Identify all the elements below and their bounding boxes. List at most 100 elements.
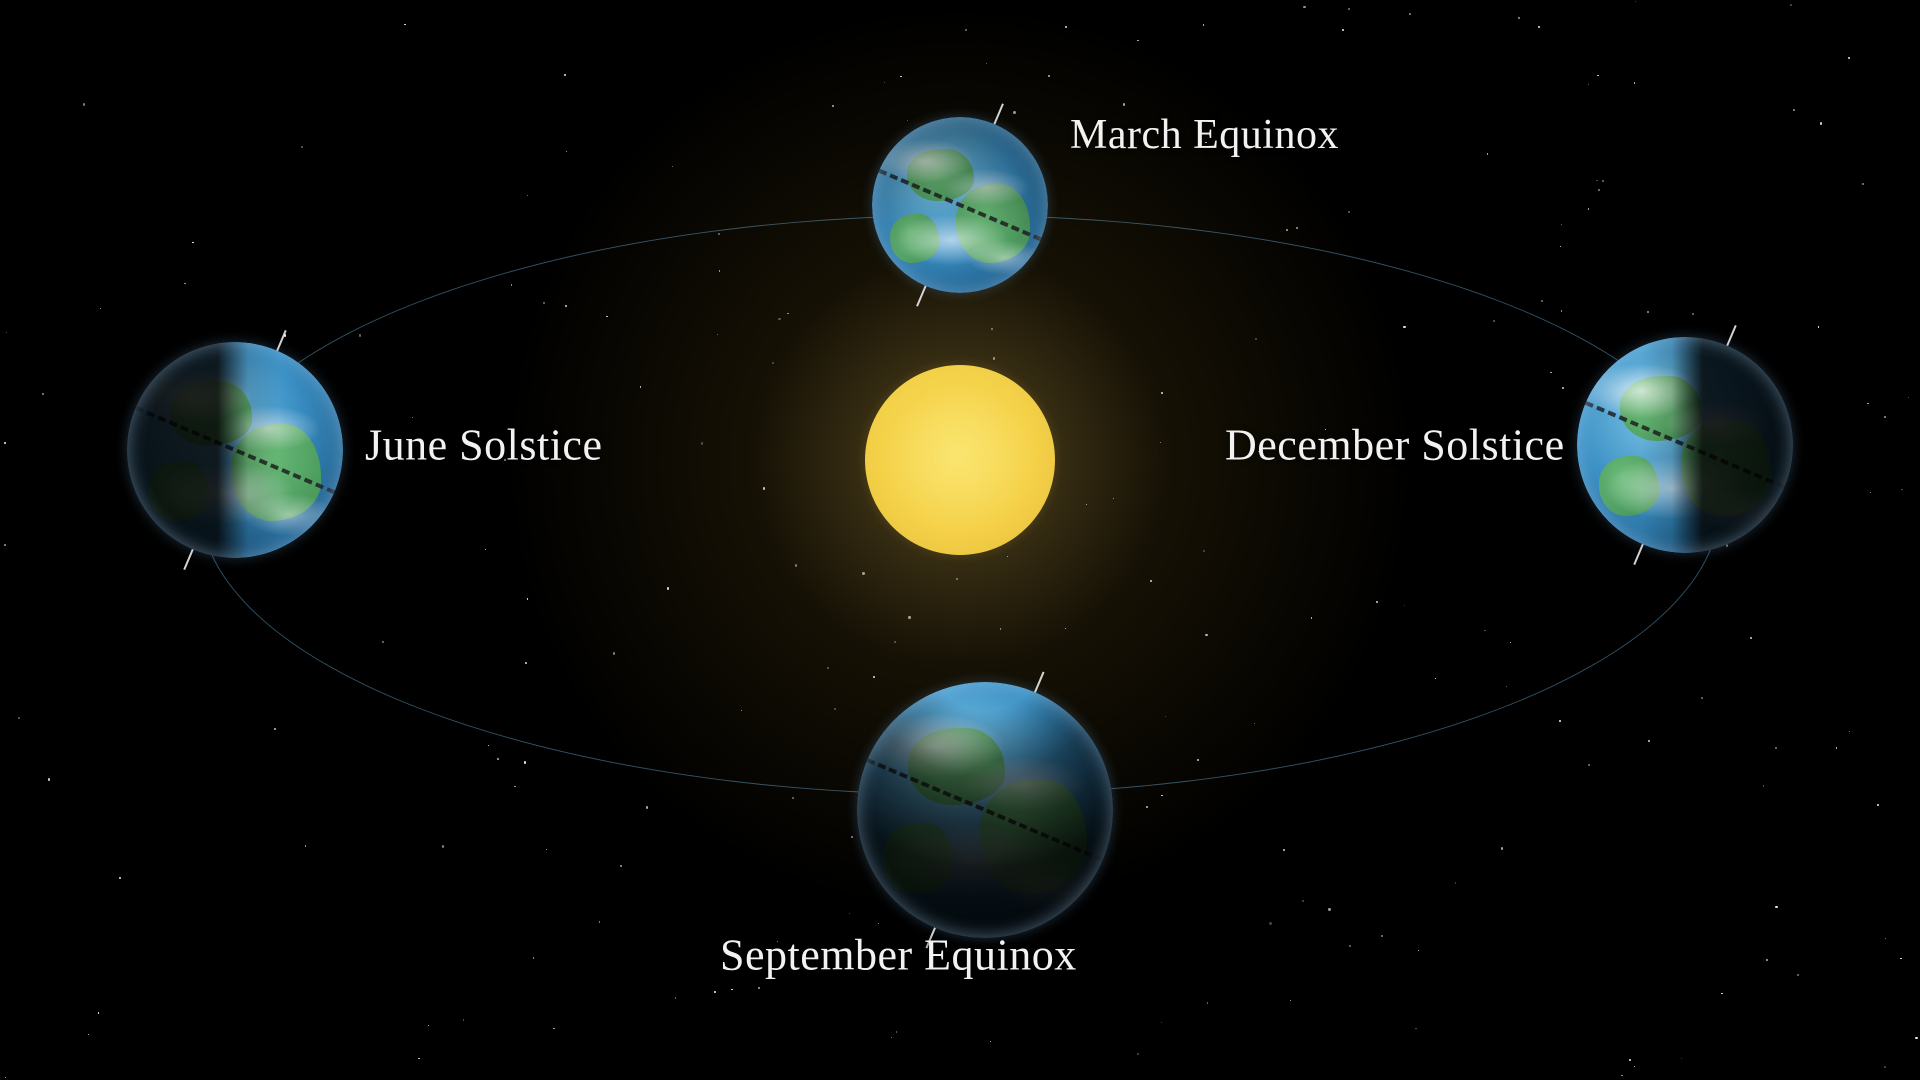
star: [1418, 950, 1419, 951]
star: [896, 1031, 897, 1032]
star: [714, 991, 716, 993]
star: [1161, 795, 1163, 797]
star: [1775, 906, 1778, 909]
star: [1648, 740, 1650, 742]
star: [1901, 489, 1903, 491]
star: [6, 332, 7, 333]
star: [4, 442, 6, 444]
star: [1885, 938, 1886, 939]
star: [1561, 310, 1562, 311]
star: [1559, 720, 1561, 722]
star: [1598, 189, 1600, 191]
star: [1775, 747, 1777, 749]
star: [88, 1034, 89, 1035]
star: [274, 728, 276, 730]
star: [1797, 974, 1799, 976]
star: [1884, 1066, 1886, 1068]
star: [1602, 180, 1604, 182]
star: [1048, 75, 1050, 77]
star: [1065, 26, 1067, 28]
star: [1621, 1075, 1623, 1077]
star: [620, 865, 622, 867]
star: [990, 1041, 991, 1042]
star: [418, 1058, 419, 1059]
star: [1634, 1066, 1635, 1067]
star: [1161, 1022, 1162, 1023]
star: [1766, 959, 1768, 961]
star: [1750, 637, 1752, 639]
star: [792, 797, 794, 799]
star: [301, 146, 302, 147]
star: [1634, 82, 1635, 83]
star: [1793, 109, 1796, 112]
star: [1561, 224, 1562, 225]
star: [1487, 153, 1489, 155]
star: [1867, 403, 1869, 405]
star: [891, 1037, 892, 1038]
label-march: March Equinox: [1070, 111, 1339, 159]
star: [1013, 111, 1016, 114]
star: [646, 806, 648, 808]
star: [524, 761, 526, 763]
earth-june: [127, 342, 343, 558]
star: [1349, 945, 1351, 947]
star: [18, 717, 20, 719]
label-december: December Solstice: [1225, 420, 1565, 471]
star: [1763, 785, 1765, 787]
star: [566, 151, 567, 152]
star: [404, 24, 406, 26]
star: [48, 778, 50, 780]
star: [553, 1028, 555, 1030]
star: [1348, 8, 1351, 11]
star: [884, 82, 885, 83]
star: [849, 913, 850, 914]
star: [1701, 697, 1703, 699]
star: [900, 76, 901, 77]
star: [1790, 4, 1792, 6]
star: [1848, 57, 1850, 59]
star: [1647, 311, 1649, 313]
star: [672, 166, 673, 167]
star: [1501, 847, 1503, 849]
earth-december: [1577, 337, 1793, 553]
star: [1303, 6, 1305, 8]
earth-globe: [872, 117, 1048, 293]
star: [1348, 211, 1350, 213]
star: [1588, 84, 1589, 85]
star: [1455, 882, 1457, 884]
star: [1518, 17, 1520, 19]
label-june: June Solstice: [365, 420, 602, 471]
star: [1692, 313, 1694, 315]
star: [1328, 908, 1330, 910]
star: [1409, 13, 1411, 15]
star: [1597, 75, 1598, 76]
star: [5, 1077, 6, 1078]
star: [1908, 397, 1909, 398]
star: [4, 544, 6, 546]
star: [675, 997, 676, 998]
star: [1538, 26, 1540, 28]
star: [851, 836, 853, 838]
star: [1415, 1028, 1417, 1030]
star: [533, 957, 535, 959]
star: [1381, 935, 1383, 937]
star: [488, 745, 489, 746]
star: [1635, 1, 1636, 2]
star: [731, 989, 732, 990]
star: [1283, 849, 1285, 851]
star: [1681, 1058, 1682, 1059]
star: [599, 921, 600, 922]
star: [1900, 958, 1902, 960]
star: [497, 758, 499, 760]
star: [100, 308, 101, 309]
label-september: September Equinox: [720, 930, 1077, 981]
star: [1596, 180, 1598, 182]
earth-march: [872, 117, 1048, 293]
earth-globe: [1577, 337, 1793, 553]
star: [1629, 1059, 1632, 1062]
star: [986, 63, 987, 64]
star: [1137, 1053, 1139, 1055]
star: [98, 1012, 100, 1014]
star: [1836, 747, 1837, 748]
star: [305, 845, 307, 847]
